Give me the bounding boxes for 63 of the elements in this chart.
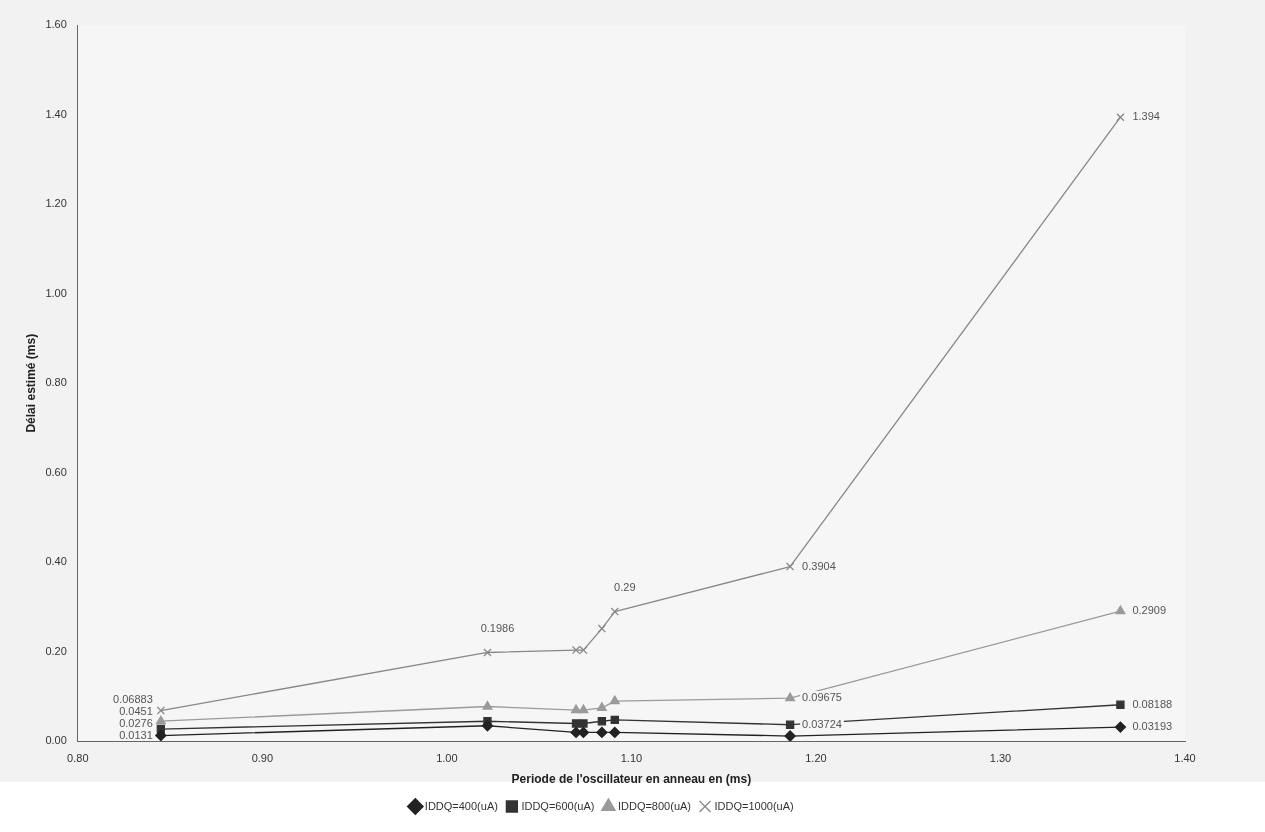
point — [155, 715, 166, 725]
x-tick-label: 1.20 — [805, 752, 827, 765]
x-tick-label: 1.30 — [989, 752, 1012, 765]
x-tick-label: 0.90 — [251, 752, 274, 765]
data-label: 0.2909 — [1132, 604, 1167, 617]
point — [1115, 605, 1126, 615]
point — [483, 648, 492, 657]
point — [1116, 113, 1125, 122]
data-label: 0.0276 — [119, 716, 153, 729]
y-tick-label: 1.40 — [45, 107, 67, 120]
data-label: 0.08188 — [1132, 697, 1173, 710]
point — [785, 692, 796, 702]
x-tick-label: 1.00 — [436, 752, 458, 765]
legend-label: IDDQ=800(uA) — [617, 799, 691, 812]
point — [597, 624, 607, 633]
point — [571, 719, 581, 728]
data-label: 0.03193 — [1132, 720, 1173, 733]
point — [597, 717, 607, 726]
x-tick-label: 1.40 — [1174, 752, 1196, 765]
point — [155, 729, 167, 742]
y-tick-label: 0.60 — [45, 465, 67, 478]
data-label: 0.06883 — [113, 692, 153, 705]
point — [1116, 700, 1125, 709]
point — [610, 715, 619, 725]
y-tick-label: 0.00 — [45, 734, 67, 747]
y-tick-label: 0.40 — [45, 555, 67, 568]
point — [571, 704, 582, 714]
x-tick-label: 1.10 — [620, 752, 643, 765]
point — [784, 730, 796, 742]
data-label: 0.0451 — [119, 704, 153, 717]
point — [609, 726, 621, 739]
point — [156, 706, 166, 715]
legend-label: IDDQ=600(uA) — [521, 799, 595, 812]
data-label: 0.29 — [614, 580, 636, 593]
y-tick-label: 1.20 — [45, 197, 67, 210]
y-axis-title: Délai estimé (ms) — [23, 333, 38, 433]
y-tick-label: 1.00 — [45, 286, 67, 299]
data-label: 0.09675 — [802, 691, 842, 704]
point — [571, 645, 581, 655]
point — [596, 726, 608, 739]
point — [481, 720, 494, 732]
legend-label: IDDQ=1000(uA) — [714, 799, 794, 812]
point — [1114, 721, 1127, 733]
data-label: 0.1986 — [480, 621, 515, 634]
point — [610, 607, 619, 616]
point — [785, 720, 795, 729]
point — [596, 702, 607, 711]
legend-label: IDDQ=400(uA) — [424, 799, 498, 812]
point — [579, 719, 588, 728]
x-tick-label: 0.80 — [67, 752, 89, 765]
data-label: 0.3904 — [802, 559, 836, 572]
point — [482, 700, 493, 710]
point — [609, 695, 620, 705]
point — [579, 645, 588, 655]
data-label: 0.03724 — [802, 717, 842, 730]
y-tick-label: 1.60 — [45, 18, 67, 31]
point — [785, 562, 795, 571]
x-axis-title: Periode de l'oscillateur en anneau en (ms) — [511, 772, 752, 787]
data-label: 1.394 — [1132, 110, 1160, 123]
point — [578, 704, 589, 714]
y-tick-label: 0.20 — [45, 644, 67, 657]
y-tick-label: 0.80 — [45, 376, 67, 389]
data-label: 0.0131 — [119, 728, 153, 741]
